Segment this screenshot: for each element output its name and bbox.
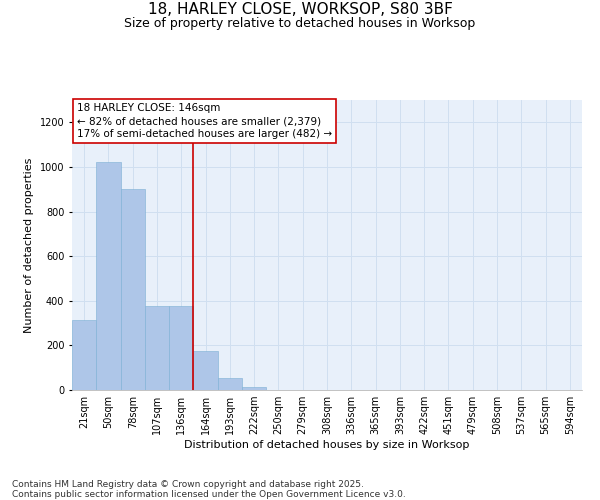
Text: 18, HARLEY CLOSE, WORKSOP, S80 3BF: 18, HARLEY CLOSE, WORKSOP, S80 3BF <box>148 2 452 18</box>
Bar <box>242 386 266 390</box>
Bar <box>72 320 96 390</box>
Text: Contains HM Land Registry data © Crown copyright and database right 2025.
Contai: Contains HM Land Registry data © Crown c… <box>12 480 406 499</box>
Bar <box>169 306 193 390</box>
Bar <box>121 189 145 390</box>
Bar <box>96 162 121 390</box>
X-axis label: Distribution of detached houses by size in Worksop: Distribution of detached houses by size … <box>184 440 470 450</box>
Bar <box>145 306 169 390</box>
Bar <box>218 378 242 390</box>
Text: Size of property relative to detached houses in Worksop: Size of property relative to detached ho… <box>124 18 476 30</box>
Bar <box>193 351 218 390</box>
Y-axis label: Number of detached properties: Number of detached properties <box>24 158 34 332</box>
Text: 18 HARLEY CLOSE: 146sqm
← 82% of detached houses are smaller (2,379)
17% of semi: 18 HARLEY CLOSE: 146sqm ← 82% of detache… <box>77 103 332 140</box>
